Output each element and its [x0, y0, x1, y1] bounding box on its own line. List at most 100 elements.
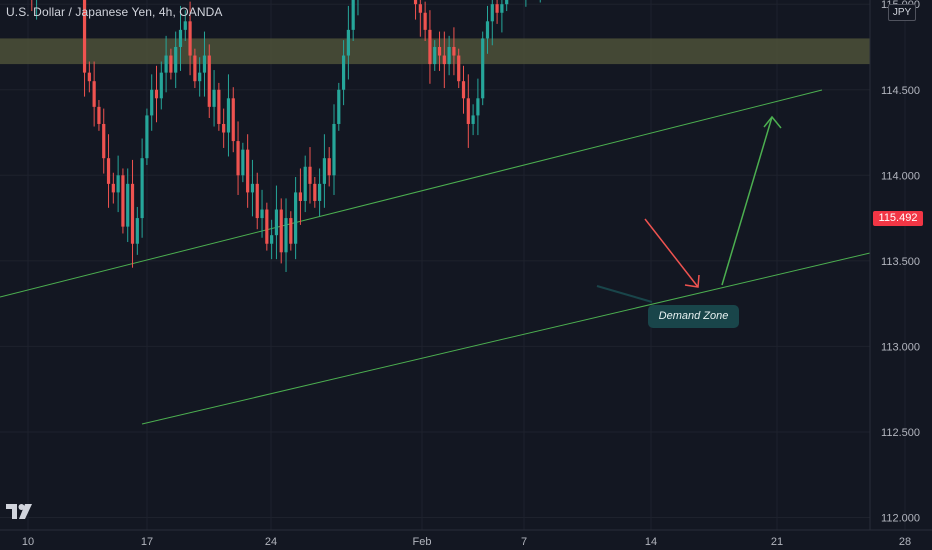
candle: [308, 147, 312, 204]
candle: [121, 168, 125, 234]
currency-badge[interactable]: JPY: [888, 4, 916, 21]
candle: [476, 78, 480, 136]
candle-body: [457, 55, 461, 82]
candle-body: [183, 21, 187, 30]
candle-body: [217, 89, 221, 124]
candle: [423, 1, 427, 41]
candle: [447, 35, 451, 76]
candle-body: [111, 183, 115, 193]
candle-body: [178, 29, 183, 47]
candle: [164, 35, 168, 93]
candle-body: [418, 4, 422, 13]
candle-body: [102, 123, 106, 159]
demand-zone-label[interactable]: Demand Zone: [648, 305, 739, 328]
candle-body: [265, 209, 269, 244]
candle-body: [289, 218, 293, 244]
candle: [207, 44, 211, 118]
up-arrow-line: [721, 116, 773, 286]
candle-body: [433, 46, 437, 65]
candle: [150, 74, 154, 131]
candle-body: [279, 209, 283, 253]
candle-body: [327, 158, 331, 176]
candle-body: [351, 0, 355, 30]
candle-body: [495, 4, 499, 13]
y-tick-label: 112.500: [881, 427, 920, 439]
demand-zone-pointer: [596, 285, 653, 303]
candles[interactable]: [1, 0, 642, 272]
candle-body: [274, 209, 279, 236]
candle: [126, 168, 130, 243]
candle-body: [193, 55, 197, 82]
candle-body: [505, 0, 509, 5]
up-arrow-head: [763, 115, 782, 129]
tradingview-logo-icon[interactable]: [4, 500, 34, 522]
candle-body: [294, 192, 298, 244]
candle-body: [198, 72, 202, 82]
y-tick-label: 113.500: [881, 256, 920, 268]
candle: [418, 0, 422, 37]
candle: [140, 138, 144, 238]
candle-body: [481, 38, 485, 99]
x-tick-label: 14: [645, 536, 657, 548]
candle-body: [159, 72, 163, 99]
candle-body: [121, 175, 125, 227]
candle: [337, 82, 341, 131]
candle-body: [145, 115, 149, 159]
candle-body: [116, 175, 120, 193]
candle: [154, 65, 159, 123]
down-arrow-line: [644, 218, 699, 288]
candle-body: [140, 158, 144, 219]
candle: [250, 159, 255, 217]
price-channel: [0, 89, 871, 425]
candle-body: [303, 166, 307, 201]
candle: [92, 61, 96, 127]
candle: [212, 70, 216, 127]
y-tick-label: 112.000: [881, 513, 920, 525]
candle-body: [428, 29, 432, 65]
down-arrow-head: [684, 274, 700, 288]
y-tick-label: 113.000: [881, 341, 920, 353]
candle: [135, 206, 139, 255]
candle-body: [126, 183, 130, 227]
candle: [241, 142, 245, 183]
candle-body: [308, 166, 312, 184]
grid: [0, 0, 906, 530]
candle-body: [87, 72, 91, 82]
candle: [490, 0, 494, 46]
candle-body: [466, 98, 470, 124]
x-tick-label: Feb: [413, 536, 432, 548]
candle: [145, 108, 149, 166]
candle-body: [442, 55, 446, 65]
candle: [222, 108, 226, 148]
candle: [274, 185, 279, 260]
candle-body: [318, 183, 322, 201]
x-tick-label: 7: [521, 536, 527, 548]
candle: [341, 40, 346, 106]
x-tick-label: 10: [22, 536, 34, 548]
candle-body: [188, 21, 192, 56]
candle: [226, 74, 231, 157]
candle-body: [298, 192, 303, 201]
candle-body: [135, 218, 139, 244]
y-tick-label: 114.000: [881, 170, 920, 182]
candle-body: [241, 149, 245, 176]
candle: [116, 155, 120, 213]
candle-body: [500, 4, 504, 13]
candle-body: [413, 0, 418, 5]
candle: [346, 5, 350, 80]
candle: [318, 168, 322, 217]
candle-body: [154, 89, 159, 99]
candle: [236, 121, 240, 195]
candle: [452, 27, 456, 76]
candle-body: [255, 183, 259, 219]
x-tick-label: 17: [141, 536, 153, 548]
candle-body: [202, 55, 207, 73]
candle: [174, 31, 178, 89]
candle: [159, 61, 163, 110]
candle-body: [82, 0, 87, 73]
candle: [485, 5, 490, 54]
candle: [169, 48, 173, 80]
